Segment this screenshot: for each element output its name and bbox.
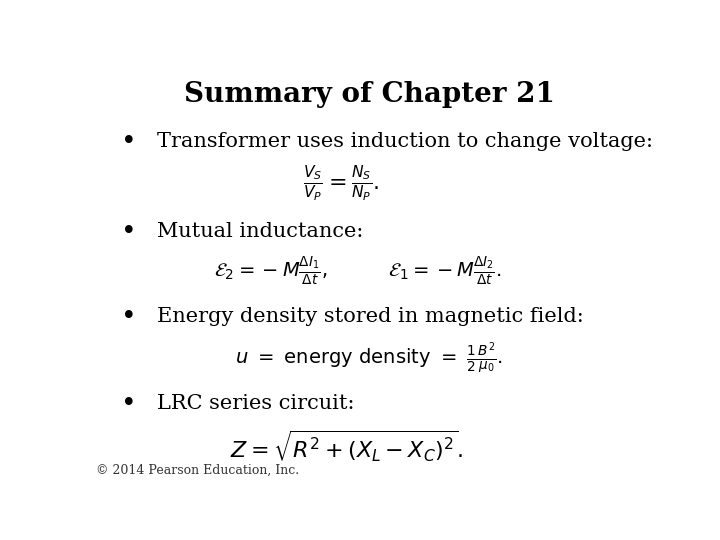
Text: $Z = \sqrt{R^2 + (X_L - X_C)^2}.$: $Z = \sqrt{R^2 + (X_L - X_C)^2}.$ xyxy=(230,429,464,464)
Text: $\frac{V_S}{V_P} = \frac{N_S}{N_P}.$: $\frac{V_S}{V_P} = \frac{N_S}{N_P}.$ xyxy=(303,163,379,203)
Text: •: • xyxy=(121,129,137,154)
Text: $u \ = \ \mathrm{energy\ density} \ = \ \frac{1}{2}\frac{B^2}{\mu_0}.$: $u \ = \ \mathrm{energy\ density} \ = \ … xyxy=(235,340,503,376)
Text: LRC series circuit:: LRC series circuit: xyxy=(157,394,354,413)
Text: $\mathcal{E}_2 = -M\frac{\Delta I_1}{\Delta t}, \qquad\quad \mathcal{E}_1 = -M\f: $\mathcal{E}_2 = -M\frac{\Delta I_1}{\De… xyxy=(214,254,502,287)
Text: Summary of Chapter 21: Summary of Chapter 21 xyxy=(184,82,554,109)
Text: Transformer uses induction to change voltage:: Transformer uses induction to change vol… xyxy=(157,132,653,151)
Text: Energy density stored in magnetic field:: Energy density stored in magnetic field: xyxy=(157,307,584,326)
Text: •: • xyxy=(121,391,137,416)
Text: Mutual inductance:: Mutual inductance: xyxy=(157,221,364,241)
Text: •: • xyxy=(121,304,137,329)
Text: •: • xyxy=(121,219,137,244)
Text: © 2014 Pearson Education, Inc.: © 2014 Pearson Education, Inc. xyxy=(96,463,299,476)
